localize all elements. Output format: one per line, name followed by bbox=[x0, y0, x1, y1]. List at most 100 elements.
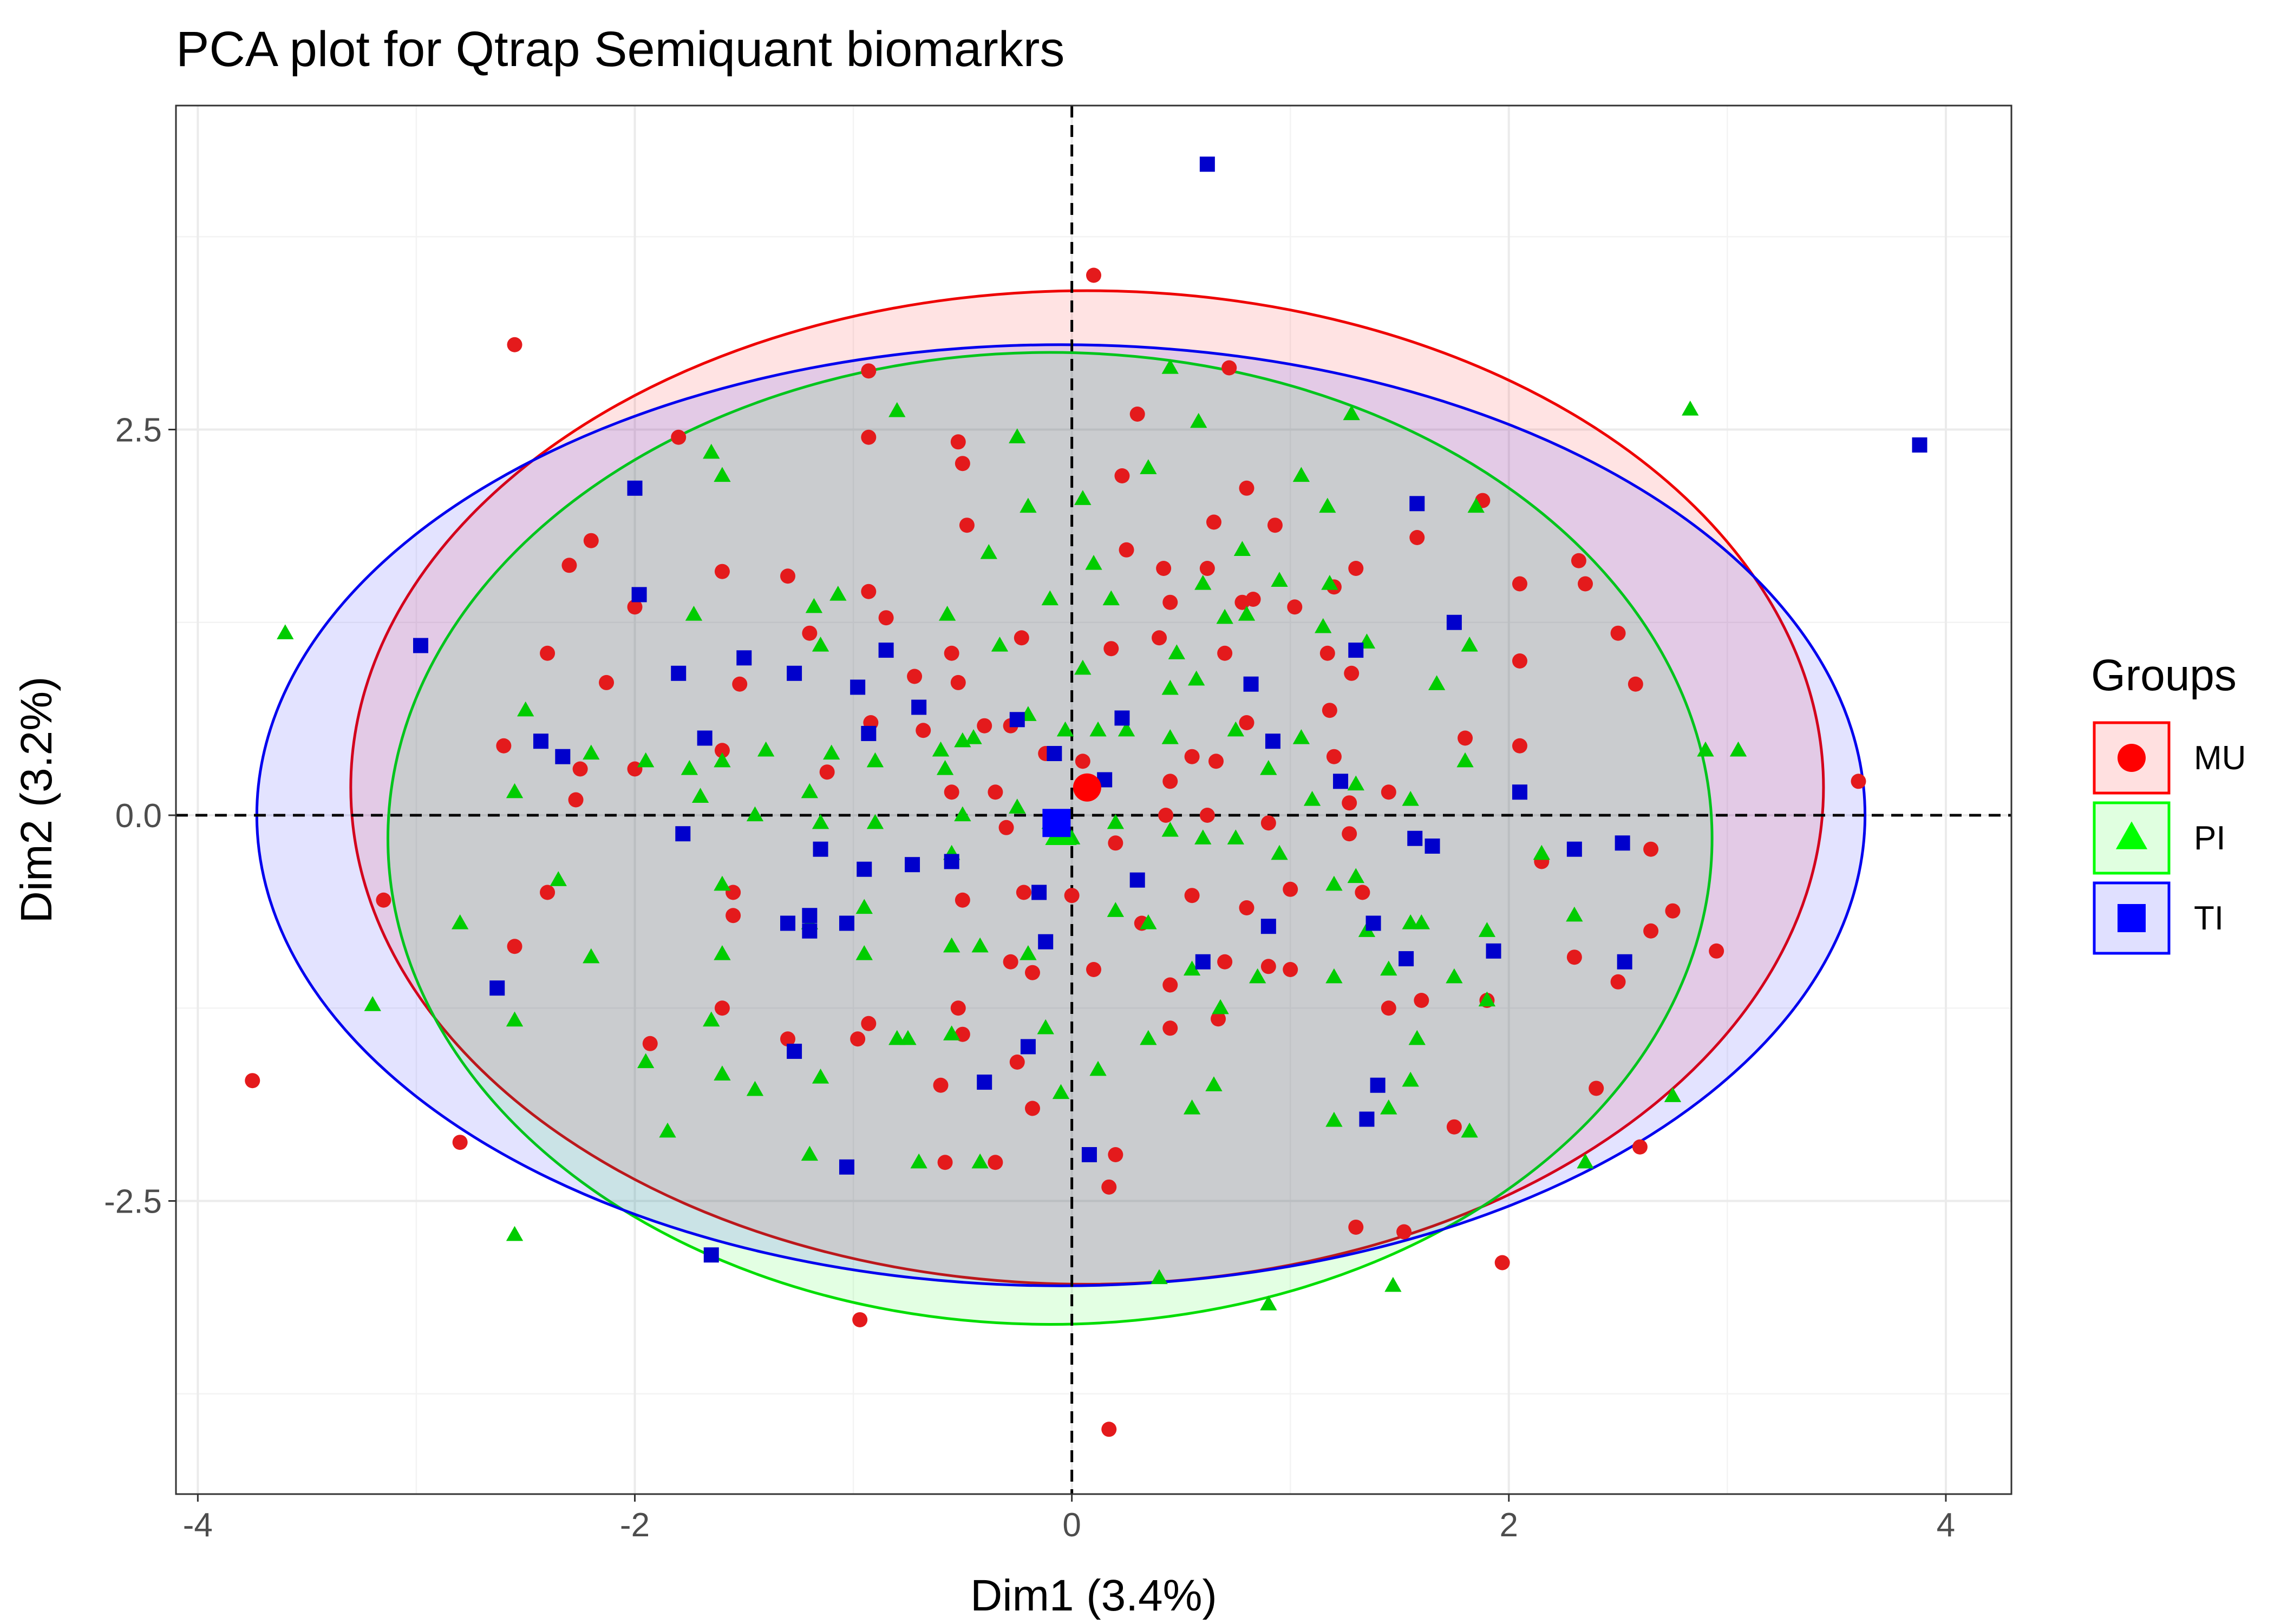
point-ti bbox=[1617, 954, 1632, 970]
point-ti bbox=[911, 699, 927, 715]
point-pi bbox=[1009, 428, 1026, 443]
point-pi bbox=[703, 1011, 720, 1027]
point-pi bbox=[1315, 618, 1332, 633]
point-mu bbox=[714, 1000, 730, 1016]
point-pi bbox=[506, 1226, 524, 1241]
point-mu bbox=[583, 533, 599, 548]
point-pi bbox=[1041, 590, 1058, 606]
point-ti bbox=[1031, 885, 1047, 900]
point-ti bbox=[1114, 710, 1130, 726]
point-mu bbox=[1260, 815, 1276, 831]
point-ti bbox=[1365, 915, 1381, 931]
point-pi bbox=[1194, 575, 1212, 590]
point-mu bbox=[1326, 749, 1342, 764]
point-ti bbox=[1195, 954, 1211, 970]
point-ti bbox=[1566, 841, 1582, 857]
point-pi bbox=[1319, 497, 1336, 513]
point-mu bbox=[988, 784, 1003, 800]
point-pi bbox=[364, 996, 381, 1011]
point-pi bbox=[1566, 906, 1583, 922]
point-mu bbox=[1211, 1011, 1226, 1027]
point-mu bbox=[1628, 676, 1643, 692]
point-pi bbox=[1020, 945, 1037, 960]
point-pi bbox=[1461, 1122, 1478, 1138]
point-mu bbox=[1162, 594, 1178, 610]
point-mu bbox=[1348, 1219, 1364, 1235]
point-mu bbox=[1610, 625, 1626, 641]
legend-item-pi: PI bbox=[2093, 801, 2226, 875]
point-pi bbox=[1428, 675, 1446, 690]
point-ti bbox=[1912, 437, 1927, 453]
point-mu bbox=[1239, 900, 1254, 915]
point-pi bbox=[1271, 572, 1288, 587]
point-mu bbox=[1199, 561, 1215, 576]
point-mu bbox=[1206, 514, 1221, 530]
point-mu bbox=[850, 1031, 866, 1047]
legend-marker-ti bbox=[2118, 904, 2146, 932]
point-mu bbox=[1129, 407, 1145, 422]
reference-lines bbox=[176, 106, 2011, 1494]
point-mu bbox=[1014, 630, 1029, 646]
point-pi bbox=[936, 760, 954, 775]
point-ti bbox=[533, 734, 548, 749]
point-mu bbox=[1322, 703, 1337, 718]
point-pi bbox=[1074, 490, 1092, 505]
legend-marker-mu bbox=[2118, 744, 2146, 772]
point-ti bbox=[675, 826, 691, 842]
point-pi bbox=[888, 1030, 906, 1045]
point-pi bbox=[1118, 721, 1135, 737]
point-mu bbox=[955, 456, 970, 472]
point-ti bbox=[736, 650, 752, 666]
point-mu bbox=[1025, 1101, 1040, 1116]
point-mu bbox=[1458, 730, 1473, 746]
point-mu bbox=[955, 892, 970, 908]
legend-item-ti: TI bbox=[2093, 881, 2224, 955]
point-pi bbox=[746, 806, 764, 822]
point-mu bbox=[1446, 1119, 1462, 1135]
point-mu bbox=[944, 784, 959, 800]
point-mu bbox=[944, 645, 959, 661]
point-pi bbox=[1227, 721, 1245, 737]
point-pi bbox=[1140, 459, 1157, 474]
centroid-mu bbox=[1073, 773, 1101, 802]
point-pi bbox=[1467, 497, 1485, 513]
point-pi bbox=[1408, 1030, 1426, 1045]
point-pi bbox=[1292, 729, 1310, 744]
point-ti bbox=[1615, 835, 1630, 851]
point-mu bbox=[933, 1077, 949, 1093]
point-mu bbox=[977, 718, 992, 734]
point-pi bbox=[1325, 968, 1343, 984]
point-pi bbox=[1161, 822, 1179, 837]
point-pi bbox=[1140, 1030, 1157, 1045]
point-mu bbox=[1114, 468, 1130, 483]
point-pi bbox=[1325, 875, 1343, 891]
series-pi bbox=[277, 359, 1747, 1311]
point-pi bbox=[991, 637, 1009, 652]
point-pi bbox=[1402, 1071, 1419, 1087]
point-pi bbox=[965, 729, 982, 744]
x-tick-label: 4 bbox=[1937, 1507, 1955, 1544]
point-pi bbox=[1697, 741, 1714, 757]
point-mu bbox=[1075, 754, 1090, 769]
point-pi bbox=[1037, 1019, 1054, 1034]
point-pi bbox=[1233, 541, 1251, 556]
point-mu bbox=[1152, 630, 1167, 646]
y-axis: -2.5 0.0 2.5 bbox=[104, 412, 176, 1221]
point-mu bbox=[1199, 808, 1215, 823]
point-mu bbox=[642, 1036, 658, 1051]
point-mu bbox=[1396, 1224, 1412, 1240]
point-mu bbox=[1101, 1179, 1117, 1195]
point-mu bbox=[1108, 1147, 1123, 1162]
point-mu bbox=[1851, 774, 1866, 789]
point-pi bbox=[943, 937, 960, 953]
point-mu bbox=[540, 885, 556, 900]
point-ti bbox=[1486, 943, 1501, 959]
point-ti bbox=[703, 1247, 719, 1263]
point-pi bbox=[1347, 868, 1364, 883]
minor-grid bbox=[176, 106, 2011, 1494]
centroid-ti bbox=[1042, 809, 1071, 837]
point-mu bbox=[561, 558, 577, 573]
point-mu bbox=[852, 1312, 868, 1327]
point-pi bbox=[1577, 1153, 1594, 1169]
point-pi bbox=[812, 814, 829, 829]
